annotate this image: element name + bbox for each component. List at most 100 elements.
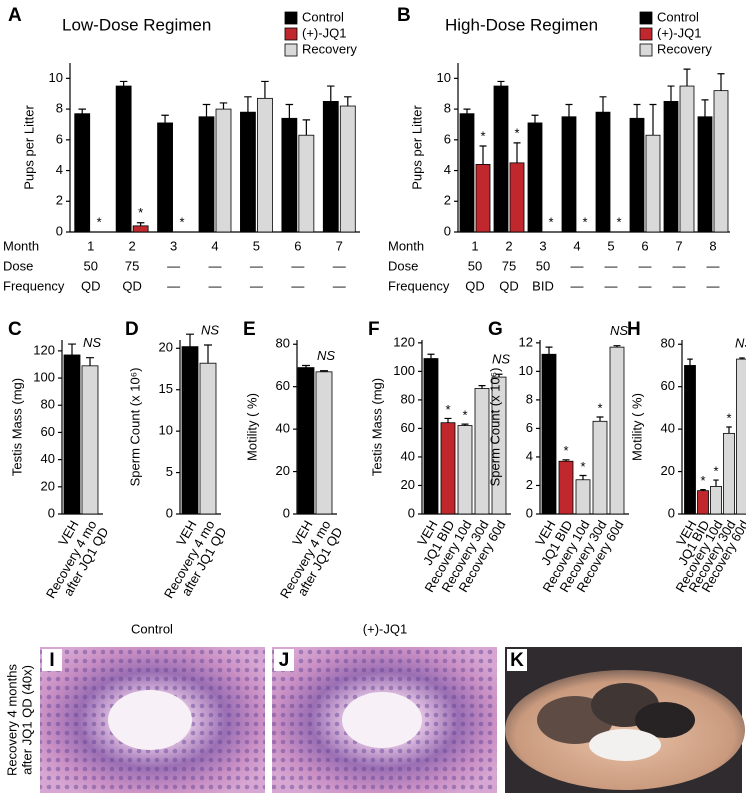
bar [198, 116, 215, 233]
y-tick-label: 2 [56, 193, 63, 208]
significance: * [582, 214, 587, 229]
row-cell: 50 [468, 258, 482, 273]
row-cell: 75 [502, 258, 516, 273]
error-bar [545, 346, 553, 355]
y-tick-label: 10 [159, 423, 173, 438]
legend-swatch [284, 11, 298, 25]
x-tick-label: 3 [539, 238, 546, 253]
y-tick-label: 0 [56, 223, 63, 238]
significance: * [713, 463, 718, 478]
bar [457, 425, 473, 515]
significance: * [726, 410, 731, 425]
error-bar [700, 488, 706, 491]
significance: * [514, 125, 519, 140]
y-tick-label: 6 [444, 131, 451, 146]
panel-label: F [368, 319, 380, 340]
error-bar [495, 373, 503, 378]
panel-label: C [8, 319, 22, 340]
y-tick-label: 5 [166, 464, 173, 479]
legend-label: (+)-JQ1 [657, 25, 701, 40]
photo-i [40, 647, 265, 793]
bar [132, 225, 149, 233]
row-cell: — [291, 258, 304, 273]
row-cell: — [571, 278, 584, 293]
row-label: Frequency [3, 278, 65, 293]
bar [697, 490, 709, 515]
legend-swatch [284, 43, 298, 57]
error-bar [202, 103, 211, 117]
bar [157, 122, 173, 233]
bar [645, 134, 661, 233]
annotation: NS [610, 323, 628, 338]
y-tick-label: 80 [401, 391, 415, 406]
y-tick-label: 20 [159, 340, 173, 355]
error-bar [478, 385, 486, 389]
y-tick-label: 8 [526, 391, 533, 406]
error-bar [562, 459, 570, 462]
error-bar [596, 416, 604, 422]
error-bar [186, 333, 194, 347]
row-cell: 75 [125, 258, 139, 273]
error-bar [219, 102, 228, 110]
row-cell: QD [122, 278, 142, 293]
y-tick-label: 20 [276, 463, 290, 478]
error-bar [565, 103, 573, 117]
x-tick-label: 3 [170, 238, 177, 253]
bar [298, 134, 315, 233]
bar [592, 420, 608, 515]
bar [199, 362, 217, 515]
bar [561, 116, 577, 233]
legend-label: (+)-JQ1 [302, 25, 346, 40]
error-bar [78, 108, 86, 114]
row-cell: — [673, 278, 686, 293]
annotation: NS [735, 335, 746, 350]
row-cell: 50 [83, 258, 97, 273]
error-bar [136, 222, 145, 226]
significance: * [138, 205, 143, 220]
significance: * [97, 214, 102, 229]
significance: * [616, 214, 621, 229]
y-tick-label: 4 [526, 448, 533, 463]
error-bar [497, 80, 505, 87]
panel-label: H [627, 319, 641, 340]
y-tick-label: 40 [401, 448, 415, 463]
y-tick-label: 120 [393, 334, 415, 349]
bar [541, 353, 557, 515]
error-bar [726, 426, 732, 434]
bar [339, 105, 356, 233]
y-tick-label: 0 [48, 505, 55, 520]
bar [322, 101, 339, 233]
bar [315, 371, 333, 515]
bar [215, 108, 232, 233]
y-tick-label: 12 [519, 334, 533, 349]
error-bar [717, 73, 725, 91]
x-tick-label: 5 [253, 238, 260, 253]
row-cell: — [167, 278, 180, 293]
error-bar [302, 364, 310, 368]
y-tick-label: 20 [41, 478, 55, 493]
bar [281, 117, 298, 233]
row-cell: — [250, 278, 263, 293]
photo-caption: Control [131, 621, 173, 636]
bar [710, 486, 722, 515]
y-tick-label: 20 [661, 463, 675, 478]
y-tick-label: 8 [444, 101, 451, 116]
row-cell: QD [465, 278, 485, 293]
chart-title: Low-Dose Regimen [62, 15, 211, 34]
error-bar [119, 80, 128, 87]
y-tick-label: 0 [408, 505, 415, 520]
error-bar [513, 142, 521, 163]
y-tick-label: 40 [276, 421, 290, 436]
bar [257, 97, 273, 233]
y-tick-label: 40 [661, 421, 675, 436]
row-cell: — [291, 278, 304, 293]
y-axis-label: Pups per Litter [409, 105, 424, 190]
y-tick-label: 100 [393, 363, 415, 378]
y-tick-label: 6 [526, 420, 533, 435]
x-tick-label: 2 [129, 238, 136, 253]
bar [558, 460, 574, 515]
x-tick-label: 6 [641, 238, 648, 253]
error-bar [285, 103, 294, 119]
photo-label-box [274, 649, 294, 671]
legend-label: Recovery [657, 41, 712, 56]
